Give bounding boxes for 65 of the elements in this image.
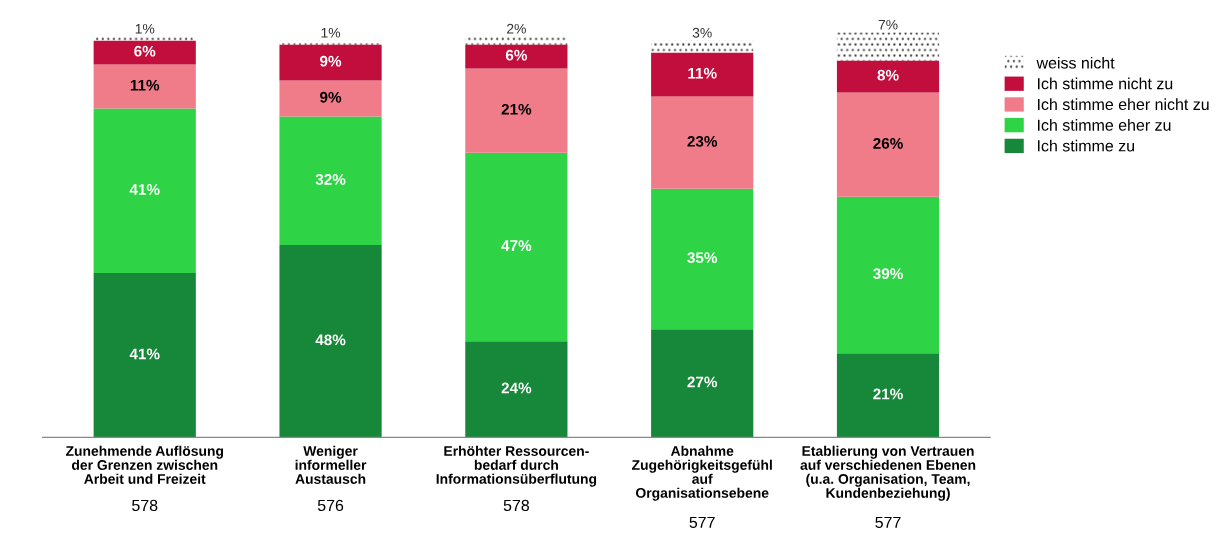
bar [465,68,568,153]
bar [836,32,940,61]
bar [465,36,568,45]
bar [93,272,196,438]
bar [651,188,754,330]
legend-label: Ich stimme eher nicht zu [1038,98,1209,111]
text: 577 [875,516,901,529]
data-label: 7% [878,19,898,30]
bar [651,329,754,438]
x-tick-label: Abnahme Zugehörigkeitsgefühl auf Organisationsebene [632,445,772,501]
x-tick-label: Erhöhter Ressourcen- bedarf durch Informationsüberflutung [436,445,597,487]
data-label: 47% [501,240,532,251]
bar [651,96,754,189]
bar [465,152,568,342]
data-label: 21% [873,388,903,400]
data-label: 3% [692,27,712,38]
x-tick-label: Weniger informeller Austausch [295,445,367,484]
bar [836,353,940,438]
bar [279,116,382,245]
bar [93,108,196,273]
bar [93,64,196,109]
legend-label: Ich stimme nicht zu [1038,77,1173,90]
data-label: 2% [507,23,526,34]
data-label: 23% [687,135,718,147]
data-label: 9% [320,55,342,67]
bar [836,92,940,197]
text: 578 [132,499,158,512]
text: 576 [317,499,344,512]
data-label: 21% [501,103,532,115]
bar [279,244,382,438]
data-label: 8% [877,69,899,81]
bar [836,196,940,354]
bar [651,40,754,53]
data-label: 32% [315,174,346,185]
data-label: 48% [315,334,346,346]
data-label: 1% [135,23,155,34]
x-tick-label: Zunehmende Auflösung der Grenzen zwischen Arbeit und Freizeit [65,445,224,484]
legend-label: Ich stimme zu [1038,139,1134,152]
data-label: 9% [320,91,342,103]
text: 578 [503,499,530,512]
data-label: 41% [129,348,160,360]
bar [651,52,754,97]
data-label: 35% [687,252,718,264]
bar [279,44,382,81]
data-label: 6% [134,45,156,57]
data-label: 6% [505,49,528,61]
data-label: 11% [130,79,160,91]
text: 577 [689,516,715,529]
bar [93,40,196,65]
legend-label: Ich stimme eher zu [1038,119,1171,131]
data-label: 41% [129,184,160,195]
x-tick-label: Etablierung von Vertrauen auf verschiedenen Ebenen (u.a. Organisation, Team, Kundenbeziehung) [800,445,976,501]
data-label: 26% [873,137,903,149]
bar [836,60,940,93]
bar [279,40,382,45]
bar [93,36,196,41]
data-label: 27% [687,376,718,388]
bar [465,44,568,69]
legend-label: weiss nicht [1036,56,1115,69]
bar [465,341,568,438]
data-label: 39% [873,268,903,280]
data-label: 1% [321,27,341,38]
bar [279,80,382,117]
data-label: 24% [501,382,532,394]
data-label: 11% [688,67,717,79]
